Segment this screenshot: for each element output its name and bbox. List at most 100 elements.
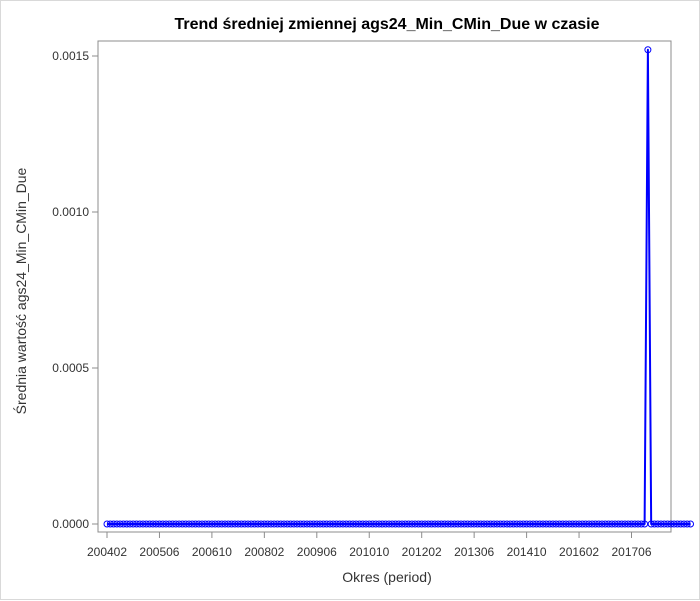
data-point [185, 520, 193, 528]
data-point [277, 520, 285, 528]
y-tick-label: 0.0010 [52, 205, 89, 219]
data-point [542, 520, 550, 528]
data-point [503, 520, 511, 528]
data-point [391, 520, 399, 528]
data-point [323, 520, 331, 528]
data-point [421, 520, 429, 528]
data-point [336, 520, 344, 528]
data-point [667, 520, 675, 528]
data-point [349, 520, 357, 528]
data-point [221, 520, 229, 528]
data-point [346, 520, 354, 528]
data-point [257, 520, 265, 528]
data-point [431, 520, 439, 528]
data-point [460, 520, 468, 528]
data-point [329, 520, 337, 528]
data-point [434, 520, 442, 528]
data-point [670, 520, 678, 528]
data-point [116, 520, 124, 528]
data-point [437, 520, 445, 528]
data-point [559, 520, 567, 528]
data-point [477, 520, 485, 528]
data-point [362, 520, 370, 528]
data-point [441, 520, 449, 528]
data-point [342, 520, 350, 528]
data-point [654, 520, 662, 528]
data-point [552, 520, 560, 528]
data-point [398, 520, 406, 528]
data-point [555, 520, 563, 528]
data-point [198, 520, 206, 528]
data-point [251, 520, 259, 528]
data-point [106, 520, 114, 528]
data-point [175, 520, 183, 528]
data-point [562, 520, 570, 528]
series-group [103, 46, 695, 528]
x-tick-label: 201202 [402, 545, 442, 559]
data-point [254, 520, 262, 528]
y-axis: 0.0000 0.0005 0.0010 0.0015 [52, 49, 98, 531]
data-point [296, 520, 304, 528]
data-point [444, 520, 452, 528]
data-point [496, 520, 504, 528]
data-point [683, 520, 691, 528]
data-point [218, 520, 226, 528]
data-point [647, 520, 655, 528]
data-point [247, 520, 255, 528]
data-point [447, 520, 455, 528]
data-point [565, 520, 573, 528]
plot-area [97, 40, 672, 533]
y-tick-label: 0.0000 [52, 517, 89, 531]
data-point [293, 520, 301, 528]
data-point [382, 520, 390, 528]
data-point [280, 520, 288, 528]
data-point [385, 520, 393, 528]
data-point [178, 520, 186, 528]
x-tick-label: 200802 [244, 545, 284, 559]
data-point [241, 520, 249, 528]
data-point [536, 520, 544, 528]
data-point [470, 520, 478, 528]
data-point [634, 520, 642, 528]
series-line [107, 48, 691, 525]
data-point [162, 520, 170, 528]
data-point [378, 520, 386, 528]
data-point [601, 520, 609, 528]
data-point [677, 520, 685, 528]
x-tick-label: 200610 [192, 545, 232, 559]
data-point [142, 520, 150, 528]
data-point [428, 520, 436, 528]
data-point [313, 520, 321, 528]
y-axis-label: Średnia wartość ags24_Min_CMin_Due [12, 167, 29, 414]
data-point [401, 520, 409, 528]
y-tick-label: 0.0005 [52, 361, 89, 375]
data-point [673, 520, 681, 528]
data-point [205, 520, 213, 528]
data-point [395, 520, 403, 528]
x-tick-label: 201010 [349, 545, 389, 559]
data-point [214, 520, 222, 528]
data-point [614, 520, 622, 528]
data-point [332, 520, 340, 528]
data-point [339, 520, 347, 528]
data-point [155, 520, 163, 528]
data-point [192, 520, 200, 528]
data-point [660, 520, 668, 528]
data-point [123, 520, 131, 528]
data-point [290, 520, 298, 528]
data-point [110, 520, 118, 528]
data-point [650, 520, 658, 528]
data-point [188, 520, 196, 528]
data-point [523, 520, 531, 528]
data-point [149, 520, 157, 528]
data-point [483, 520, 491, 528]
data-point [608, 520, 616, 528]
x-tick-label: 200506 [139, 545, 179, 559]
data-point [237, 520, 245, 528]
x-tick-label: 201706 [611, 545, 651, 559]
data-point [539, 520, 547, 528]
data-point [273, 520, 281, 528]
data-point [172, 520, 180, 528]
data-point [201, 520, 209, 528]
data-point [208, 520, 216, 528]
